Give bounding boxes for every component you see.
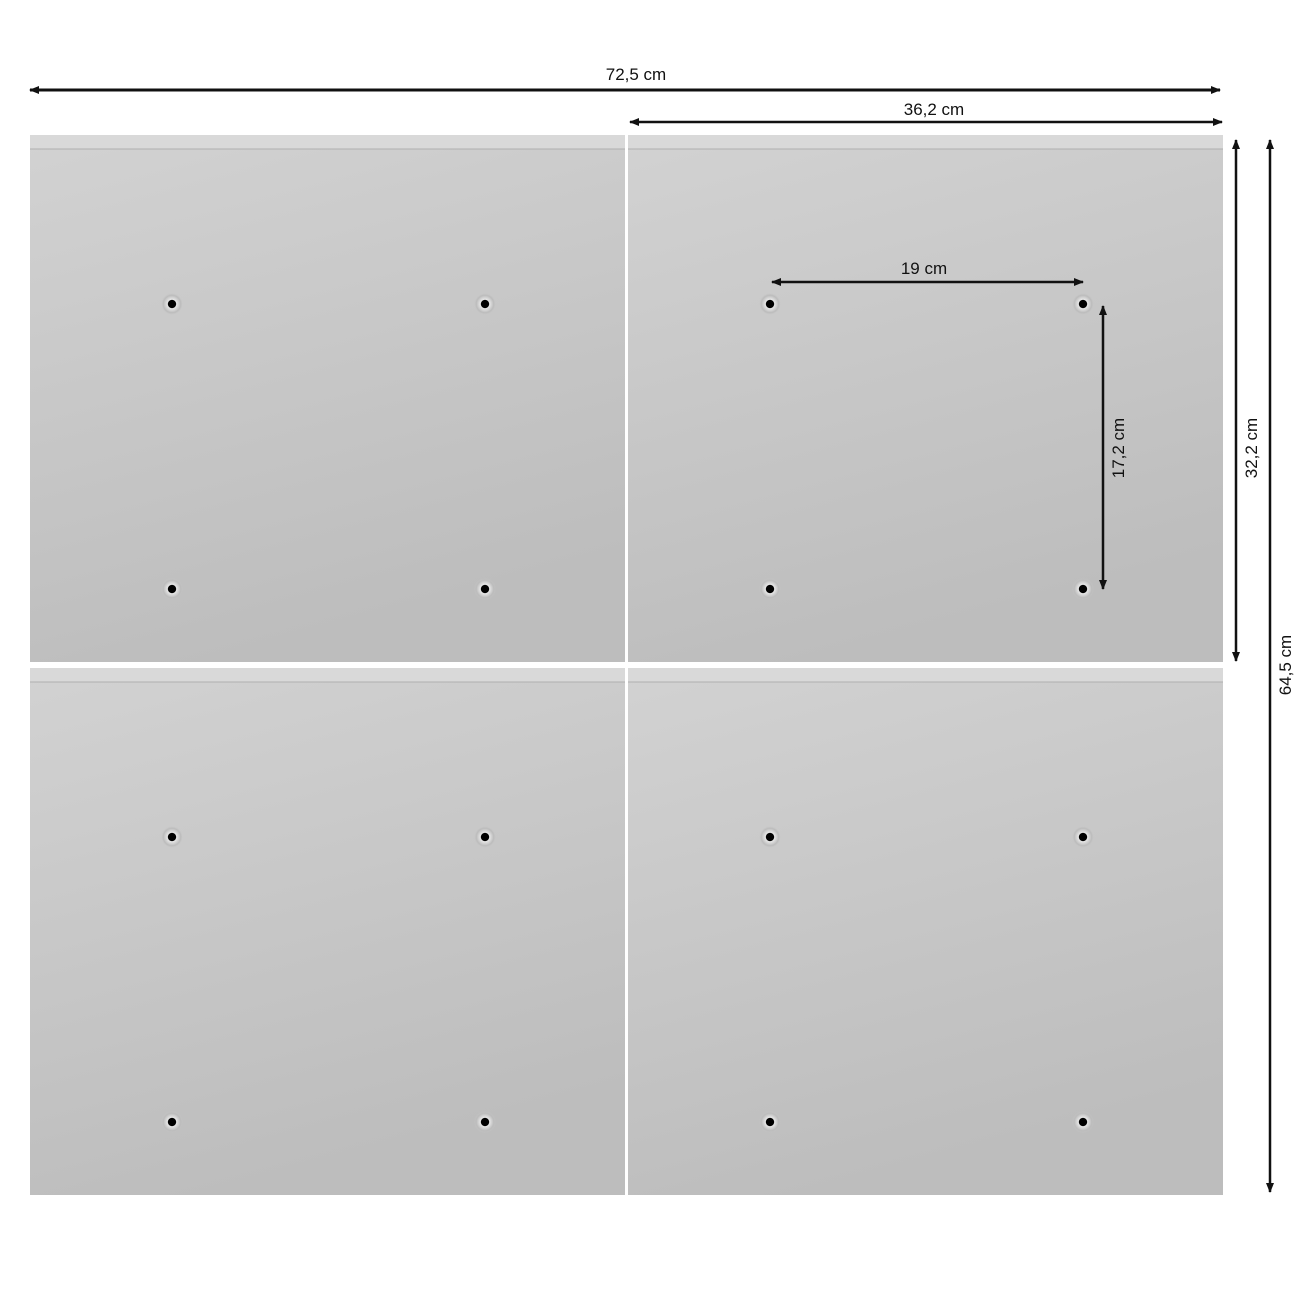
panel-bottom-left bbox=[30, 668, 625, 1195]
mounting-hole bbox=[474, 578, 496, 600]
mounting-hole bbox=[1072, 578, 1094, 600]
dimension-panel-width: 36,2 cm bbox=[629, 100, 1223, 126]
mounting-hole bbox=[759, 578, 781, 600]
mounting-hole bbox=[474, 1111, 496, 1133]
panel-face bbox=[628, 668, 1223, 1195]
mounting-hole bbox=[161, 578, 183, 600]
panel-face bbox=[30, 135, 625, 662]
panel-top-edge bbox=[30, 135, 625, 149]
mounting-hole bbox=[474, 293, 496, 315]
mounting-hole bbox=[759, 293, 781, 315]
label-total-width: 72,5 cm bbox=[606, 65, 666, 84]
label-panel-width: 36,2 cm bbox=[904, 100, 964, 119]
panel-bottom-right bbox=[628, 668, 1223, 1195]
mounting-hole bbox=[161, 826, 183, 848]
panel-top-edge bbox=[628, 668, 1223, 682]
mounting-hole bbox=[1072, 293, 1094, 315]
mounting-hole bbox=[1072, 1111, 1094, 1133]
mounting-hole bbox=[161, 293, 183, 315]
dimension-hole-vertical: 17,2 cm bbox=[1099, 305, 1128, 590]
panel-face bbox=[30, 668, 625, 1195]
label-hole-horizontal: 19 cm bbox=[901, 259, 947, 278]
dimension-total-height: 64,5 cm bbox=[1266, 139, 1295, 1193]
mounting-hole bbox=[759, 1111, 781, 1133]
panel-top-edge bbox=[628, 135, 1223, 149]
mounting-hole bbox=[161, 1111, 183, 1133]
dimension-total-width: 72,5 cm bbox=[29, 65, 1221, 94]
panel-top-right bbox=[628, 135, 1223, 662]
panel-face bbox=[628, 135, 1223, 662]
label-total-height: 64,5 cm bbox=[1276, 635, 1295, 695]
mounting-hole bbox=[1072, 826, 1094, 848]
mounting-hole bbox=[474, 826, 496, 848]
panel-top-left bbox=[30, 135, 625, 662]
dimension-hole-horizontal: 19 cm bbox=[771, 259, 1084, 286]
label-hole-vertical: 17,2 cm bbox=[1109, 418, 1128, 478]
mounting-hole bbox=[759, 826, 781, 848]
label-panel-height: 32,2 cm bbox=[1242, 418, 1261, 478]
panel-top-edge bbox=[30, 668, 625, 682]
dimension-panel-height: 32,2 cm bbox=[1232, 139, 1261, 662]
